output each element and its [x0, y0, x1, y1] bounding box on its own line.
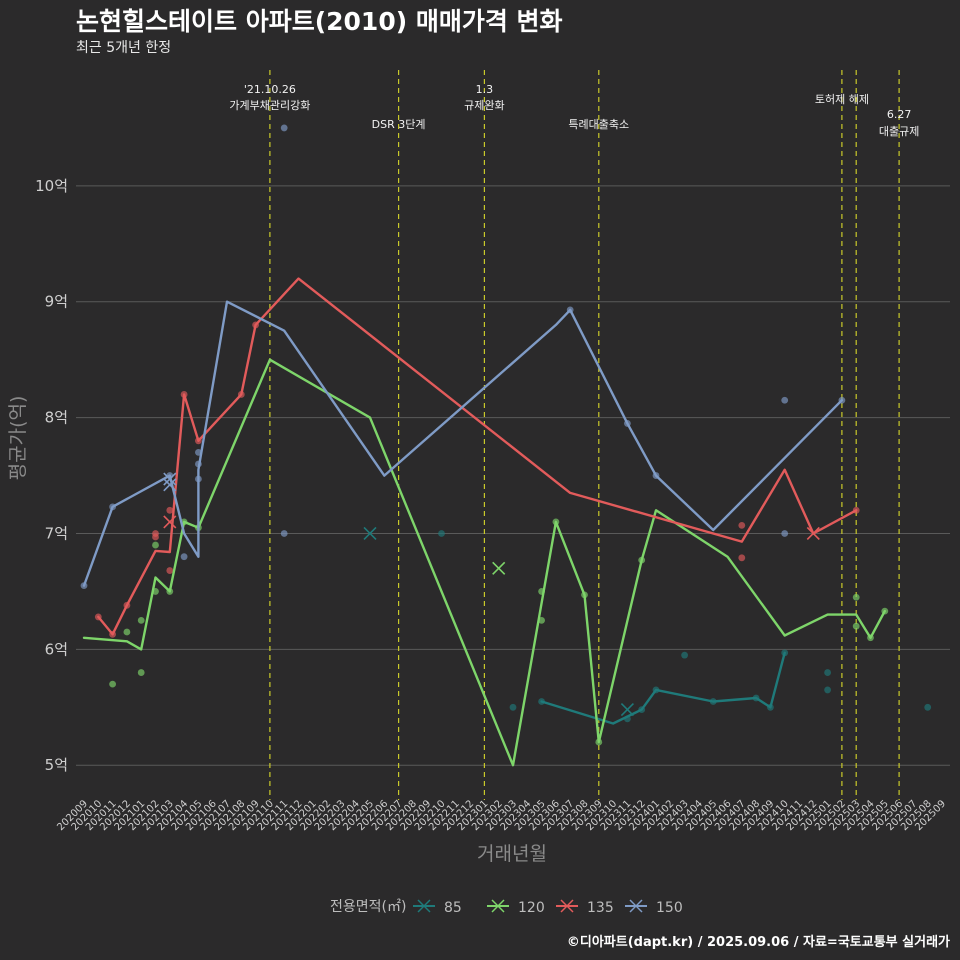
legend-swatch-x: [629, 899, 643, 913]
y-tick-label: 5억: [45, 756, 68, 774]
data-point: [824, 686, 831, 694]
x-marker-stroke: [620, 703, 634, 717]
chart-title: 논현힐스테이트 아파트(2010) 매매가격 변화: [76, 7, 563, 36]
marks-layer: [163, 472, 820, 717]
y-tick-label: 9억: [45, 293, 68, 311]
x-marker: [163, 515, 177, 529]
lines-layer: [82, 277, 886, 767]
series-line: [540, 651, 786, 725]
data-point: [123, 628, 131, 636]
x-marker: [163, 472, 177, 486]
data-point: [166, 567, 174, 574]
data-point: [152, 541, 159, 549]
x-marker-stroke: [163, 472, 177, 486]
y-tick-label: 7억: [45, 524, 68, 542]
data-point: [137, 616, 145, 624]
x-marker: [620, 703, 634, 717]
data-point: [509, 703, 517, 711]
event-label: 가계부채관리강화: [229, 99, 310, 112]
x-marker-stroke: [163, 515, 177, 529]
x-marker: [163, 478, 177, 492]
legend-item: 135: [556, 899, 614, 916]
y-tick-label: 6억: [45, 640, 68, 658]
x-marker-stroke: [363, 526, 377, 541]
data-point: [152, 533, 159, 541]
event-label: 특례대출축소: [568, 118, 629, 131]
legend-item: 150: [625, 899, 683, 916]
legend-label: 120: [518, 900, 545, 916]
data-point: [280, 530, 288, 537]
event-label: 6.27: [887, 108, 912, 121]
data-point: [280, 124, 288, 132]
chart-subtitle: 최근 5개년 한정: [76, 40, 172, 56]
data-point: [109, 680, 116, 688]
data-point: [738, 521, 746, 529]
legend-swatch-x: [560, 899, 574, 913]
event-label: 1.3: [476, 83, 494, 96]
legend-swatch-x: [491, 899, 505, 913]
series-line: [82, 358, 886, 767]
source-caption: ©디아파트(dapt.kr) / 2025.09.06 / 자료=국토교통부 실…: [566, 935, 950, 950]
legend-item: 85: [413, 899, 462, 916]
data-point: [137, 669, 145, 676]
legend-label: 150: [656, 900, 683, 916]
data-point: [852, 622, 860, 630]
plot-background: [76, 70, 950, 800]
x-marker: [363, 526, 377, 541]
x-marker-stroke: [806, 526, 820, 541]
legend-swatch-x: [417, 899, 431, 913]
y-axis-title: 평균가(억): [7, 396, 29, 481]
data-point: [924, 703, 932, 711]
series-line: [82, 300, 844, 587]
y-tick-label: 8억: [45, 409, 68, 427]
x-marker: [492, 561, 506, 575]
event-label: 대출규제: [879, 125, 919, 138]
legend-label: 135: [587, 900, 614, 916]
data-point: [681, 651, 688, 659]
legend: 전용면적(㎡) 85 120 135 150: [330, 899, 683, 916]
event-label: 규제완화: [464, 99, 504, 112]
y-tick-label: 10억: [35, 177, 68, 195]
x-marker-stroke: [492, 561, 506, 575]
x-axis-title: 거래년월: [477, 843, 547, 865]
data-point: [781, 396, 789, 404]
legend-label: 85: [444, 900, 462, 916]
legend-title: 전용면적(㎡): [330, 899, 406, 915]
data-point: [166, 506, 174, 514]
legend-item: 120: [487, 899, 545, 916]
data-point: [738, 554, 746, 562]
data-point: [438, 530, 445, 537]
data-point: [852, 593, 860, 601]
data-point: [180, 553, 188, 561]
event-label: DSR 3단계: [372, 118, 426, 131]
x-marker-stroke: [163, 478, 177, 492]
data-point: [781, 530, 789, 537]
event-label: '21.10.26: [244, 83, 296, 96]
series-line: [97, 277, 858, 636]
event-label: 토허제 해제: [815, 92, 869, 106]
data-point: [824, 669, 831, 676]
x-marker: [806, 526, 820, 541]
